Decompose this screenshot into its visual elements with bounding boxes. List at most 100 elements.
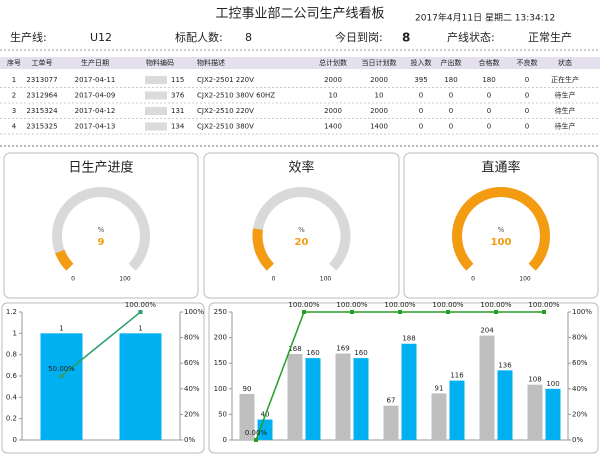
info-label: 今日到岗:: [335, 30, 383, 44]
line-marker: [302, 310, 306, 314]
bar: [383, 405, 399, 440]
datetime: 2017年4月11日 星期二 13:34:12: [415, 12, 555, 24]
line-label: 100.00%: [125, 301, 156, 309]
table-cell: 待生产: [555, 91, 576, 100]
line-label: 100.00%: [384, 301, 415, 309]
line-marker: [59, 374, 64, 378]
bar: [545, 388, 561, 440]
page-title: 工控事业部二公司生产线看板: [215, 6, 384, 22]
blurred-code: [145, 107, 167, 115]
gauge-max: 100: [119, 276, 131, 283]
column-header: 产出数: [441, 58, 462, 67]
bar: [335, 353, 351, 440]
table-cell: 131: [171, 107, 184, 115]
table-cell: 376: [171, 92, 185, 100]
line-marker: [350, 310, 354, 314]
table-cell: 0: [419, 123, 423, 131]
gauge-title: 直通率: [481, 160, 520, 176]
line-marker: [138, 310, 143, 314]
gauge-unit: %: [498, 226, 505, 234]
table-cell: 2017-04-12: [75, 107, 116, 115]
table-cell: CJX2-2510 380V: [197, 123, 254, 131]
column-header: 不良数: [517, 58, 538, 67]
line-label: 100.00%: [528, 301, 559, 309]
y-tick-label: 250: [214, 308, 227, 316]
bar: [479, 335, 495, 440]
table-cell: 1400: [370, 123, 388, 131]
bar-label: 100: [546, 380, 559, 388]
line-marker: [398, 310, 402, 314]
bar: [119, 333, 162, 440]
bar-label: 116: [450, 372, 464, 380]
y2-tick-label: 40%: [572, 385, 588, 393]
y-tick-label: 0.8: [6, 351, 17, 359]
table-cell: CJX2-2510 380V 60HZ: [197, 92, 275, 100]
table-cell: 4: [12, 123, 17, 131]
y2-tick-label: 60%: [572, 359, 588, 367]
table-cell: 2313077: [26, 76, 57, 84]
line-label: 0.00%: [245, 429, 268, 437]
table-cell: 0: [525, 107, 529, 115]
table-cell: 正在生产: [551, 75, 579, 84]
gauge-title: 日生产进度: [68, 160, 133, 176]
table-cell: 10: [329, 92, 338, 100]
table-cell: 2312964: [26, 92, 58, 100]
y-tick-label: 1: [13, 329, 17, 337]
column-header: 序号: [7, 58, 21, 67]
table-cell: 0: [449, 92, 453, 100]
y2-tick-label: 80%: [184, 334, 200, 342]
gauge-value: [252, 228, 275, 271]
gauge-number: 100: [491, 237, 512, 248]
info-value: U12: [90, 31, 112, 44]
column-header: 合格数: [479, 58, 500, 67]
line-label: 100.00%: [336, 301, 367, 309]
bar-label: 160: [306, 349, 319, 357]
bar-label: 168: [288, 345, 301, 353]
column-header: 物料描述: [197, 58, 225, 67]
gauge-min: 0: [71, 276, 75, 283]
y-tick-label: 0: [223, 436, 227, 444]
column-header: 工单号: [32, 58, 53, 67]
gauge-value: [55, 249, 74, 271]
bar-label: 204: [480, 327, 494, 335]
bar-label: 108: [528, 376, 541, 384]
y2-tick-label: 80%: [572, 334, 588, 342]
gauge-max: 100: [320, 276, 332, 283]
gauge-track: [52, 187, 150, 271]
table-cell: 待生产: [555, 122, 576, 131]
line-label: 100.00%: [288, 301, 319, 309]
table-cell: 0: [487, 107, 491, 115]
gauge-unit: %: [298, 226, 305, 234]
column-header: 状态: [558, 58, 572, 67]
table-cell: 115: [171, 76, 184, 84]
y-tick-label: 0: [13, 436, 17, 444]
gauge-panel: [3, 152, 199, 299]
line: [61, 311, 141, 377]
y2-tick-label: 0%: [572, 436, 583, 444]
table-cell: 2017-04-13: [75, 123, 116, 131]
table-cell: 395: [414, 76, 427, 84]
table-cell: 待生产: [555, 106, 576, 115]
gauge-max: 100: [519, 276, 531, 283]
table-cell: 134: [171, 123, 185, 131]
line-label: 100.00%: [432, 301, 463, 309]
table-cell: 0: [487, 123, 491, 131]
table-cell: 0: [487, 92, 491, 100]
column-header: 投入数: [411, 58, 432, 67]
table-header-bg: [0, 57, 600, 69]
bar-label: 1: [138, 324, 142, 332]
table-cell: 2315324: [26, 107, 58, 115]
blurred-code: [145, 91, 167, 100]
line-marker: [446, 310, 450, 314]
bar-label: 91: [435, 384, 444, 392]
table-cell: 180: [482, 76, 495, 84]
bar-label: 188: [402, 335, 415, 343]
table-cell: 2000: [370, 76, 388, 84]
table-cell: 2000: [370, 107, 388, 115]
line-marker: [254, 438, 258, 442]
blurred-code: [145, 122, 167, 131]
table-cell: 3: [12, 107, 16, 115]
bar-label: 136: [498, 361, 512, 369]
table-cell: 2315325: [26, 123, 57, 131]
